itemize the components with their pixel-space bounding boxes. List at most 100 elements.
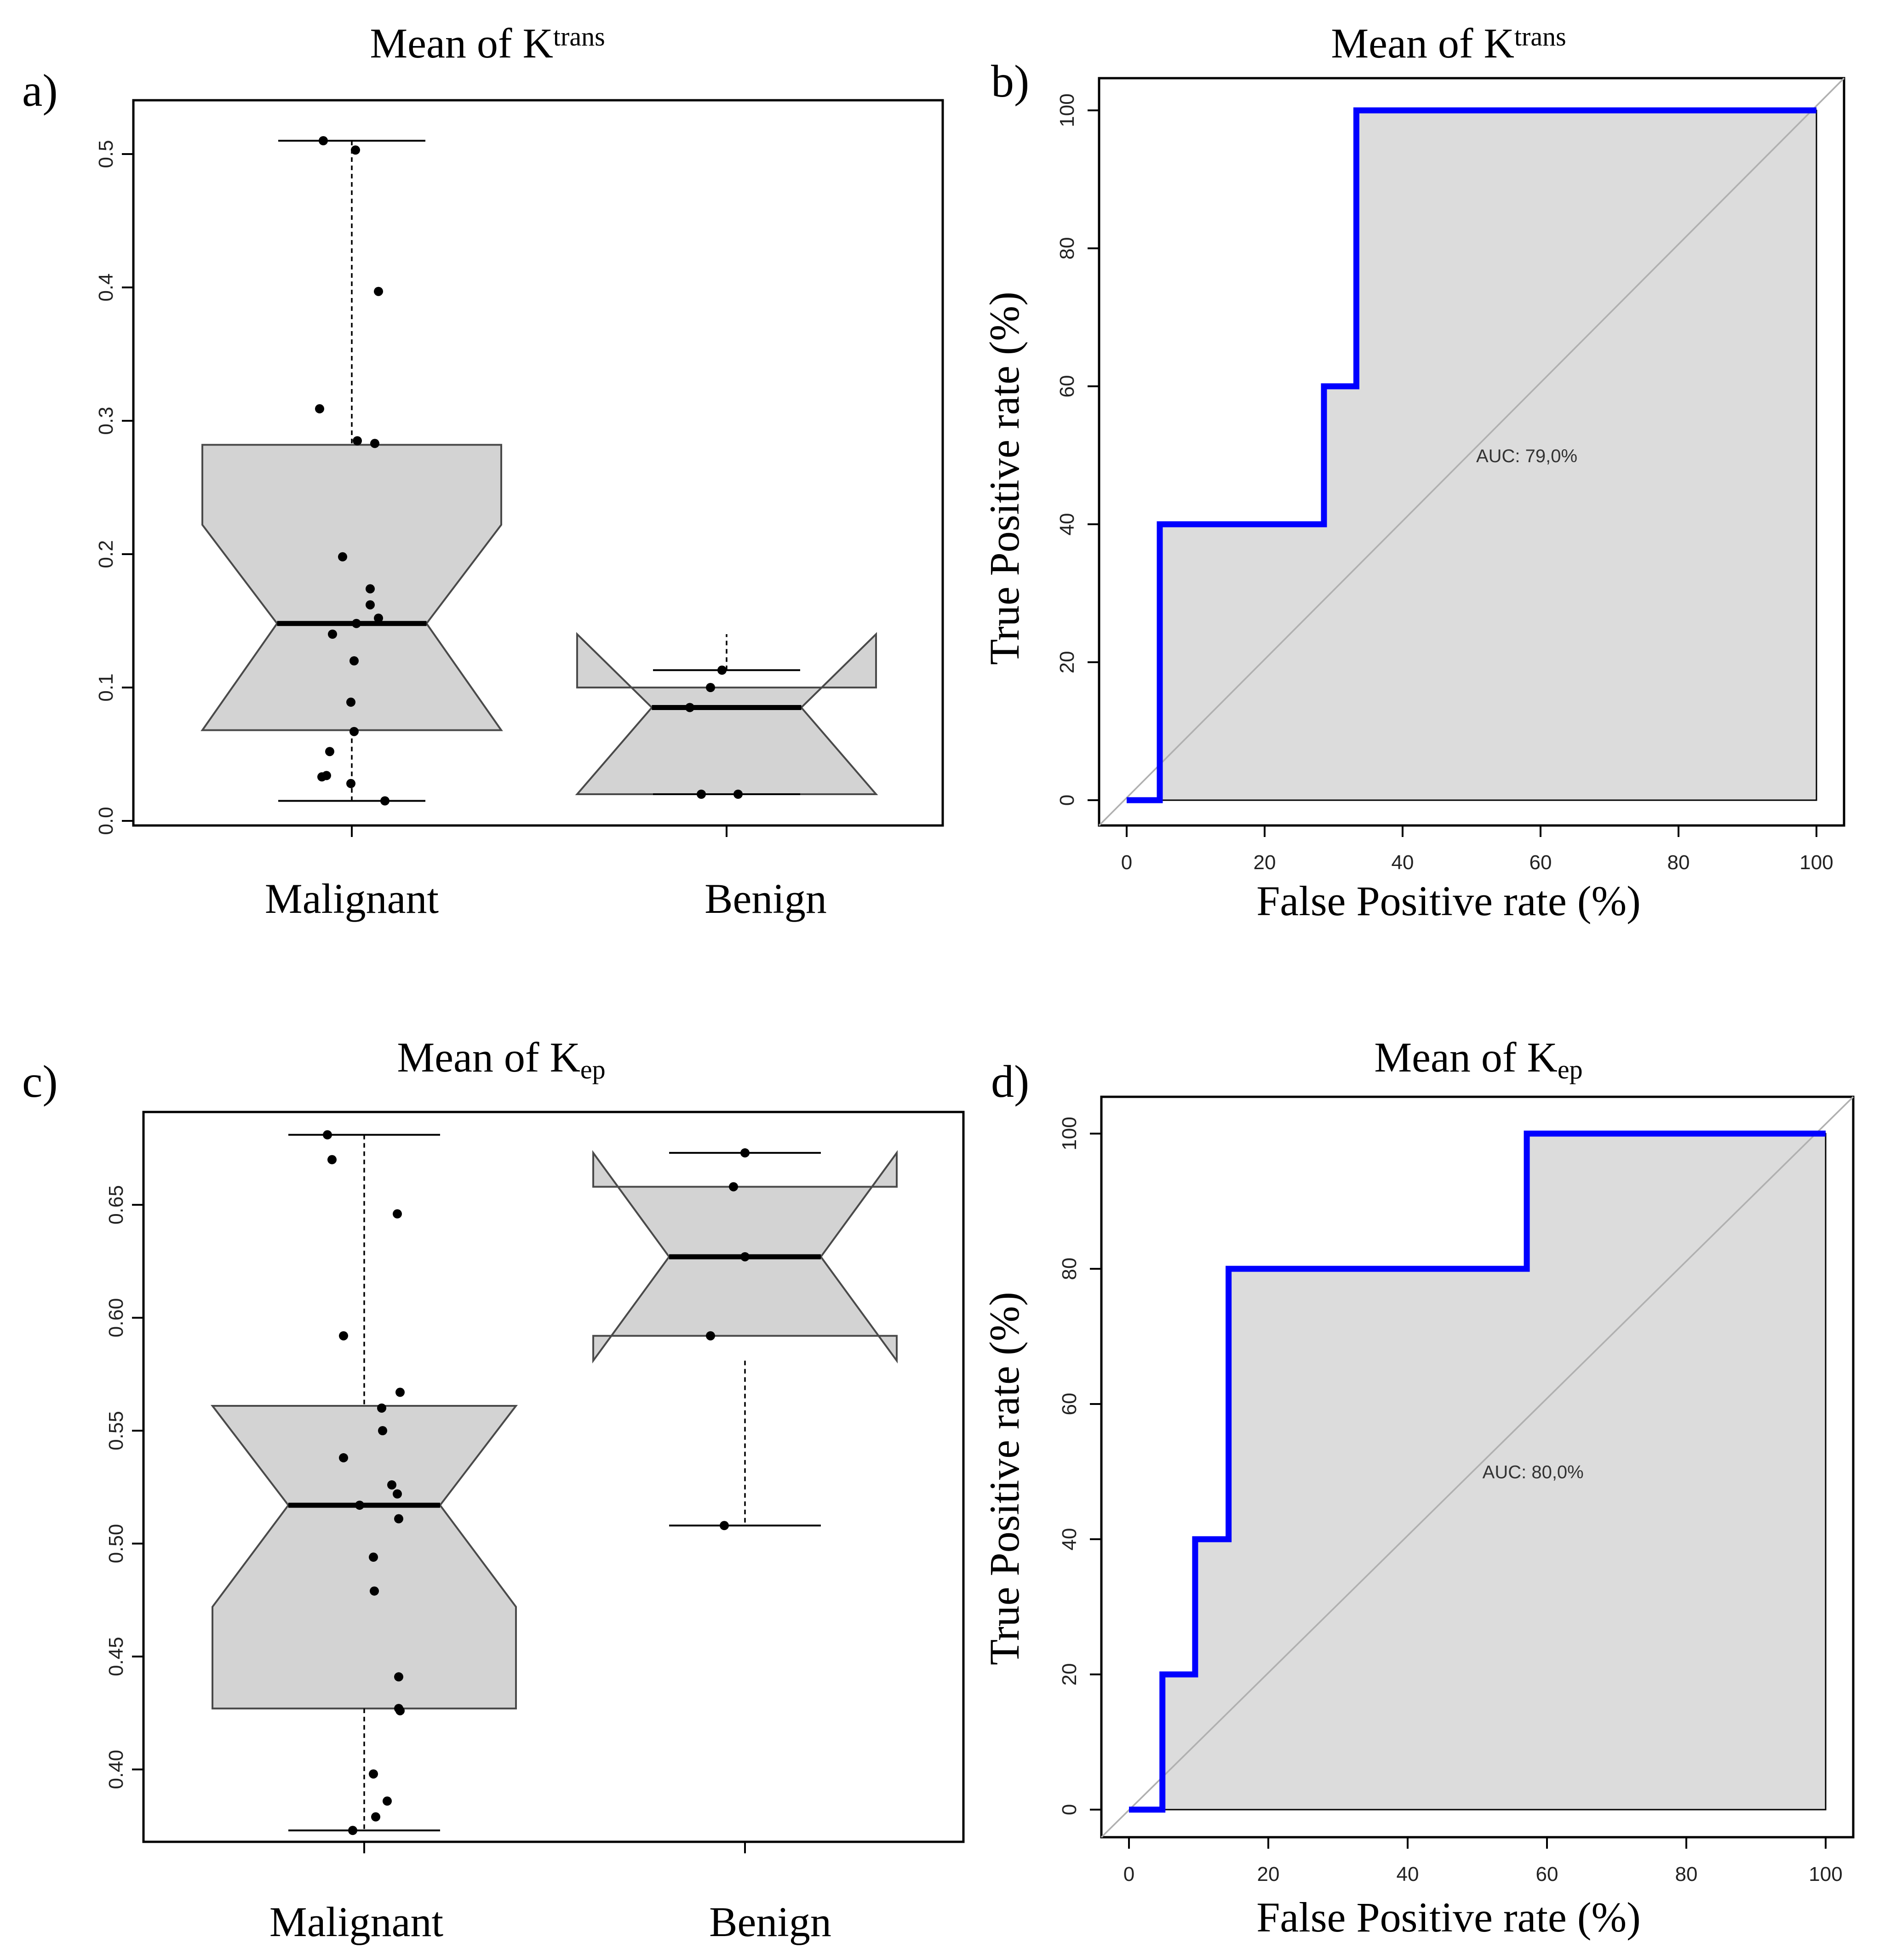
data-point	[366, 584, 375, 594]
category-label-benign: Benign	[705, 875, 827, 922]
data-point	[346, 697, 355, 707]
panel-d-roc-kep: d) Mean of Kep AUC: 80,0% 0 20 40 60 80 100 0 20…	[981, 1034, 1855, 1941]
panel-letter-d: d)	[991, 1056, 1029, 1107]
x-axis-label: False Positive rate (%)	[1256, 1894, 1640, 1941]
data-point	[366, 600, 375, 610]
panel-letter-a: a)	[22, 65, 58, 116]
data-point	[339, 1453, 348, 1462]
plot-frame	[132, 99, 944, 827]
data-point	[377, 1403, 386, 1413]
y-tick-label: 0.45	[105, 1637, 127, 1676]
y-tick-label: 60	[1056, 375, 1078, 398]
y-tick-label: 0.3	[95, 407, 117, 435]
data-point	[325, 747, 334, 756]
y-tick-label: 0.60	[105, 1298, 127, 1338]
x-tick-label: 0	[1123, 1863, 1134, 1885]
roc-curve	[1127, 107, 1816, 803]
data-point	[393, 1209, 402, 1219]
auc-area	[1127, 109, 1817, 801]
y-tick-label: 40	[1056, 513, 1078, 536]
auc-annotation: AUC: 79,0%	[1476, 446, 1577, 466]
x-tick-label: 40	[1397, 1863, 1419, 1885]
category-label-malignant: Malignant	[269, 1898, 444, 1945]
data-point	[371, 1812, 380, 1822]
y-tick-label: 100	[1056, 93, 1078, 127]
plot-area-b: AUC: 79,0% 0 20 40 60 80 100 0 20 40 60 80 100 False …	[981, 77, 1845, 924]
x-tick-label: 0	[1121, 851, 1132, 874]
data-point	[720, 1521, 729, 1530]
y-tick-label: 0.5	[95, 140, 117, 168]
data-point	[323, 1130, 332, 1140]
data-point	[394, 1514, 403, 1524]
y-axis-label: True Positive rate (%)	[981, 1292, 1028, 1665]
panel-title-b: Mean of Ktrans	[1331, 20, 1566, 67]
box-malignant	[210, 1404, 518, 1710]
data-point	[697, 790, 706, 799]
y-tick-label: 80	[1056, 237, 1078, 260]
y-tick-label: 100	[1058, 1117, 1081, 1150]
y-axis-label: True Positive rate (%)	[981, 292, 1028, 665]
x-tick-label: 100	[1799, 851, 1833, 874]
y-tick-label: 60	[1058, 1393, 1081, 1416]
category-label-benign: Benign	[709, 1898, 831, 1945]
plot-area-a: 0.0 0.1 0.2 0.3 0.4 0.5 Malignant Benign	[95, 99, 944, 922]
plot-area-d: AUC: 80,0% 0 20 40 60 80 100 0 20 40 60 80 100 False …	[981, 1095, 1855, 1941]
data-point	[338, 552, 347, 562]
y-tick-label: 0.0	[95, 807, 117, 835]
y-tick-label: 0	[1058, 1804, 1081, 1815]
chance-diagonal	[1098, 77, 1845, 826]
plot-area-c: 0.40 0.45 0.50 0.55 0.60 0.65 Malignant Benign	[105, 1111, 965, 1945]
data-point	[315, 404, 324, 413]
box-benign	[575, 632, 878, 795]
data-point	[339, 1331, 348, 1341]
data-point	[317, 772, 327, 782]
data-point	[351, 145, 360, 155]
data-point	[394, 1672, 403, 1682]
panel-letter-c: c)	[22, 1056, 58, 1107]
data-point	[387, 1480, 396, 1490]
data-point	[349, 656, 359, 665]
y-tick-label: 40	[1058, 1528, 1081, 1551]
data-point	[349, 727, 359, 736]
x-tick-label: 100	[1809, 1863, 1842, 1885]
data-point	[355, 1501, 364, 1510]
x-tick-label: 60	[1536, 1863, 1558, 1885]
y-tick-label: 0.65	[105, 1185, 127, 1225]
plot-frame	[142, 1111, 965, 1843]
data-point	[374, 287, 383, 296]
data-point	[383, 1796, 392, 1806]
category-label-malignant: Malignant	[265, 875, 439, 922]
data-point	[393, 1489, 402, 1499]
data-point	[395, 1706, 405, 1715]
data-point	[706, 1331, 715, 1341]
data-point	[369, 1769, 378, 1779]
data-point	[370, 1586, 379, 1596]
panel-a-boxplot-ktrans: a) Mean of Ktrans 0.0 0.1 0.2 0.3 0.4 0.5 Mali…	[22, 20, 944, 922]
box-malignant	[201, 444, 503, 731]
x-tick-label: 20	[1257, 1863, 1280, 1885]
x-axis-label: False Positive rate (%)	[1256, 877, 1640, 924]
panel-title-d: Mean of Kep	[1374, 1034, 1582, 1084]
y-tick-label: 0.1	[95, 673, 117, 701]
data-point	[685, 703, 694, 712]
plot-frame	[1098, 77, 1845, 827]
data-point	[353, 436, 362, 446]
data-point	[706, 683, 715, 692]
data-point	[352, 619, 361, 628]
y-tick-label: 0.55	[105, 1411, 127, 1450]
y-tick-label: 0.2	[95, 540, 117, 568]
data-point	[740, 1252, 750, 1261]
panel-b-roc-ktrans: b) Mean of Ktrans AUC: 79,0% 0 20 40 60 80 100…	[981, 20, 1845, 924]
data-point	[729, 1182, 738, 1192]
panel-c-boxplot-kep: c) Mean of Kep 0.40 0.45 0.50 0.55 0.60 0.65 M…	[22, 1034, 965, 1945]
x-tick-label: 80	[1675, 1863, 1698, 1885]
y-tick-label: 0.50	[105, 1524, 127, 1564]
auc-annotation: AUC: 80,0%	[1483, 1462, 1584, 1483]
panel-title-c: Mean of Kep	[397, 1034, 605, 1084]
y-tick-label: 20	[1058, 1663, 1081, 1686]
data-point	[395, 1387, 405, 1397]
data-point	[717, 665, 727, 675]
x-tick-label: 40	[1392, 851, 1414, 874]
chance-diagonal	[1100, 1096, 1854, 1838]
data-point	[369, 1553, 378, 1562]
